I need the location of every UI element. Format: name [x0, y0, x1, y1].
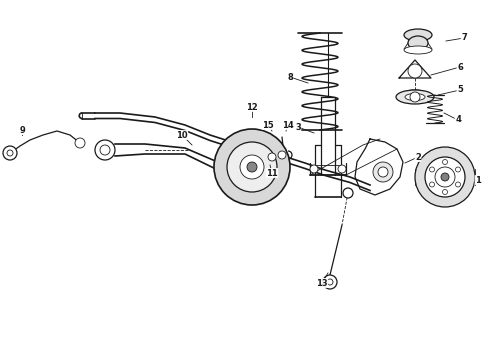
Circle shape [256, 163, 264, 171]
Ellipse shape [405, 94, 425, 100]
Text: 12: 12 [246, 103, 258, 112]
Circle shape [430, 167, 435, 172]
Circle shape [425, 157, 465, 197]
Circle shape [373, 162, 393, 182]
Circle shape [430, 182, 435, 187]
Circle shape [227, 142, 277, 192]
Circle shape [441, 173, 449, 181]
Text: 7: 7 [461, 33, 467, 42]
Text: 2: 2 [415, 153, 421, 162]
Circle shape [456, 167, 461, 172]
Circle shape [252, 159, 268, 175]
Circle shape [7, 150, 13, 156]
Circle shape [338, 165, 346, 173]
Text: 3: 3 [295, 122, 301, 131]
Circle shape [75, 138, 85, 148]
Circle shape [100, 145, 110, 155]
Ellipse shape [402, 90, 428, 100]
Circle shape [415, 147, 475, 207]
Circle shape [442, 159, 447, 165]
Text: 1: 1 [475, 176, 481, 185]
Circle shape [327, 279, 333, 285]
Circle shape [410, 92, 420, 102]
Circle shape [435, 167, 455, 187]
Circle shape [408, 64, 422, 78]
Circle shape [310, 165, 318, 173]
Circle shape [3, 146, 17, 160]
Circle shape [442, 189, 447, 194]
Circle shape [268, 153, 276, 161]
Circle shape [247, 162, 257, 172]
Text: 11: 11 [266, 168, 278, 177]
Circle shape [456, 182, 461, 187]
Ellipse shape [408, 36, 428, 50]
Circle shape [278, 151, 286, 159]
Text: 4: 4 [455, 116, 461, 125]
Ellipse shape [396, 90, 434, 104]
Circle shape [378, 167, 388, 177]
Circle shape [343, 188, 353, 198]
Circle shape [323, 275, 337, 289]
Text: 8: 8 [287, 72, 293, 81]
Circle shape [214, 129, 290, 205]
Text: 15: 15 [262, 121, 274, 130]
Text: 5: 5 [457, 85, 463, 94]
Circle shape [411, 91, 419, 99]
Text: 13: 13 [316, 279, 328, 288]
Circle shape [95, 140, 115, 160]
Circle shape [240, 155, 264, 179]
Text: 14: 14 [282, 121, 294, 130]
Text: 10: 10 [176, 130, 188, 139]
Ellipse shape [404, 29, 432, 41]
Text: 9: 9 [19, 126, 25, 135]
Text: 6: 6 [457, 63, 463, 72]
Ellipse shape [404, 46, 432, 54]
